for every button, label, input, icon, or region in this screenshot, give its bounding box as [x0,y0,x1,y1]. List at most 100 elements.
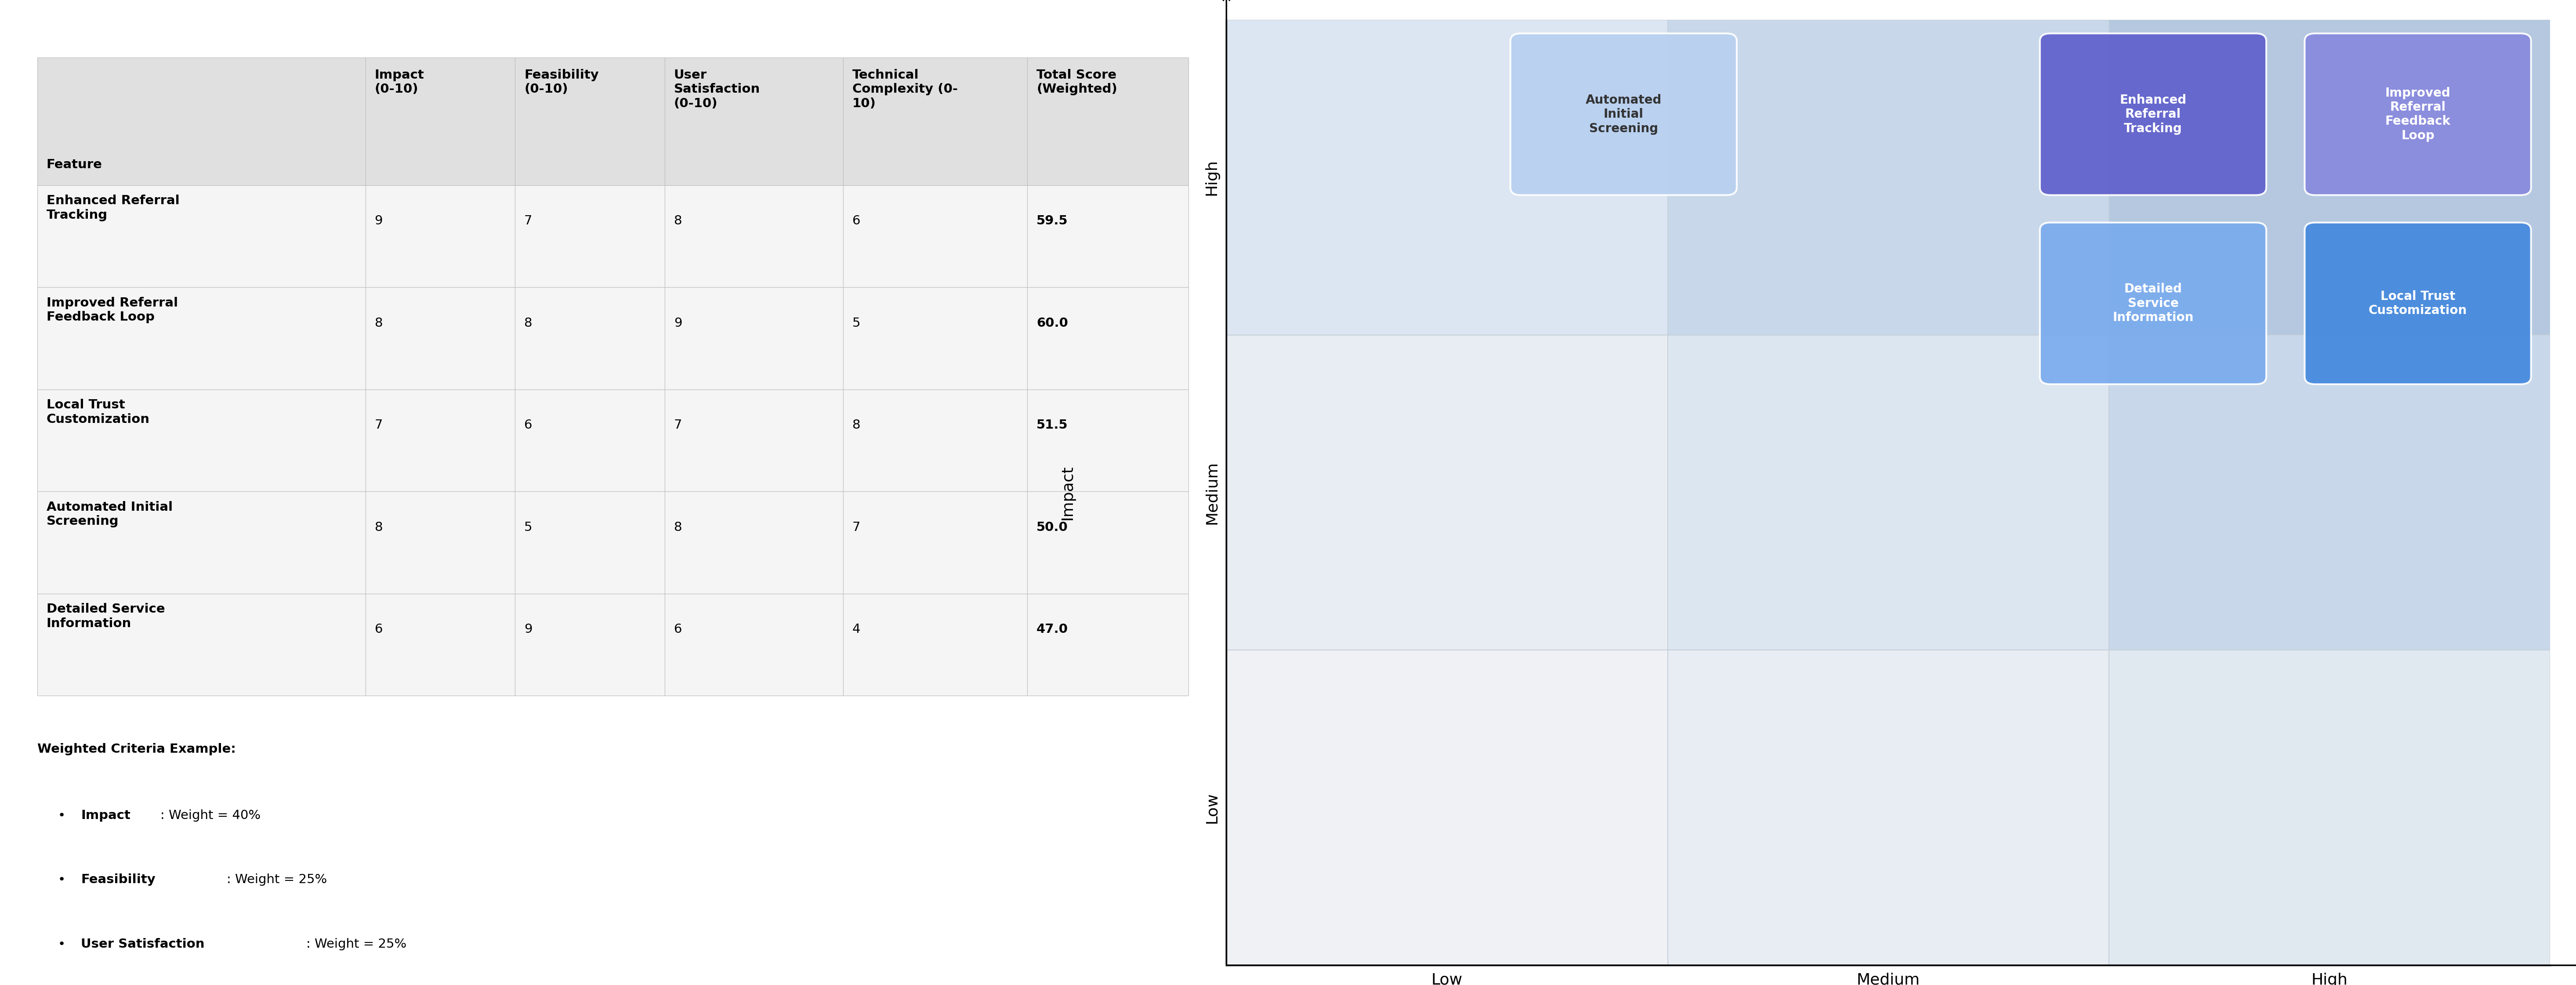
Bar [1226,650,1667,965]
Bar [515,389,665,492]
Bar [515,185,665,288]
FancyBboxPatch shape [1510,33,1736,195]
Text: 60.0: 60.0 [1036,317,1069,329]
Text: Detailed
Service
Information: Detailed Service Information [2112,283,2195,324]
Text: 4: 4 [853,624,860,635]
Bar [2110,20,2550,335]
Text: Impact
(0-10): Impact (0-10) [374,69,425,96]
Text: 59.5: 59.5 [1036,215,1069,228]
Text: 8: 8 [374,521,384,534]
Text: Feasibility
(0-10): Feasibility (0-10) [523,69,598,96]
Text: 8: 8 [523,317,533,329]
Text: Automated Initial
Screening: Automated Initial Screening [46,501,173,528]
Bar [36,57,366,185]
Bar [665,57,842,185]
Bar [665,389,842,492]
Bar [515,492,665,594]
Text: Feature: Feature [46,159,103,171]
Bar [366,492,515,594]
FancyBboxPatch shape [2040,33,2267,195]
Text: Local Trust
Customization: Local Trust Customization [46,399,149,426]
Text: 47.0: 47.0 [1036,624,1069,635]
Text: Technical
Complexity (0-
10): Technical Complexity (0- 10) [853,69,958,109]
Bar [665,492,842,594]
Text: Feasibility: Feasibility [80,874,155,886]
Text: User Satisfaction: User Satisfaction [80,938,204,951]
Bar [665,185,842,288]
Bar [2110,335,2550,650]
Bar [36,389,366,492]
Text: •: • [59,938,64,951]
Text: Impact: Impact [80,810,131,821]
Bar [366,57,515,185]
Bar [842,492,1028,594]
Bar [665,288,842,389]
Bar [1667,335,2110,650]
FancyBboxPatch shape [2306,223,2532,384]
Bar [36,492,366,594]
Bar [1226,20,1667,335]
FancyBboxPatch shape [2040,223,2267,384]
Text: 5: 5 [523,521,533,534]
Bar [1028,492,1188,594]
Bar [842,185,1028,288]
Bar [366,389,515,492]
Text: 6: 6 [675,624,683,635]
Bar [1667,20,2110,335]
Text: 7: 7 [523,215,533,228]
Text: •: • [59,874,64,886]
Bar [366,185,515,288]
Bar [1028,185,1188,288]
Text: Automated
Initial
Screening: Automated Initial Screening [1584,94,1662,135]
Text: Enhanced
Referral
Tracking: Enhanced Referral Tracking [2120,94,2187,135]
Text: 6: 6 [853,215,860,228]
Text: 5: 5 [853,317,860,329]
Text: Improved Referral
Feedback Loop: Improved Referral Feedback Loop [46,296,178,323]
Bar [515,288,665,389]
Text: 8: 8 [374,317,384,329]
Text: •: • [59,810,64,821]
Text: Weighted Criteria Example:: Weighted Criteria Example: [36,743,237,755]
Bar [515,57,665,185]
Text: : Weight = 25%: : Weight = 25% [227,874,327,886]
Text: : Weight = 40%: : Weight = 40% [160,810,260,821]
Bar [1028,57,1188,185]
Text: 6: 6 [523,419,533,431]
Text: 9: 9 [523,624,533,635]
Text: 8: 8 [853,419,860,431]
Text: 8: 8 [675,215,683,228]
Text: Impact: Impact [1061,465,1074,520]
Bar [36,185,366,288]
Text: 7: 7 [853,521,860,534]
Text: Local Trust
Customization: Local Trust Customization [2367,291,2468,316]
Text: 6: 6 [374,624,384,635]
Text: Detailed Service
Information: Detailed Service Information [46,603,165,629]
Text: 51.5: 51.5 [1036,419,1069,431]
Text: 7: 7 [675,419,683,431]
Text: 9: 9 [675,317,683,329]
Text: 7: 7 [374,419,384,431]
Text: Total Score
(Weighted): Total Score (Weighted) [1036,69,1118,96]
Text: Enhanced Referral
Tracking: Enhanced Referral Tracking [46,195,180,222]
Bar [366,594,515,695]
Bar [842,594,1028,695]
Bar [1028,594,1188,695]
Bar [842,389,1028,492]
Text: : Weight = 25%: : Weight = 25% [307,938,407,951]
Bar [36,288,366,389]
Text: 8: 8 [675,521,683,534]
Text: User
Satisfaction
(0-10): User Satisfaction (0-10) [675,69,760,109]
Bar [1667,650,2110,965]
Bar [366,288,515,389]
Bar [1028,288,1188,389]
Text: Improved
Referral
Feedback
Loop: Improved Referral Feedback Loop [2385,87,2450,142]
Bar [36,594,366,695]
FancyBboxPatch shape [2306,33,2532,195]
Bar [515,594,665,695]
Bar [665,594,842,695]
Bar [842,57,1028,185]
Bar [842,288,1028,389]
Text: 50.0: 50.0 [1036,521,1069,534]
Text: 9: 9 [374,215,384,228]
Bar [1028,389,1188,492]
